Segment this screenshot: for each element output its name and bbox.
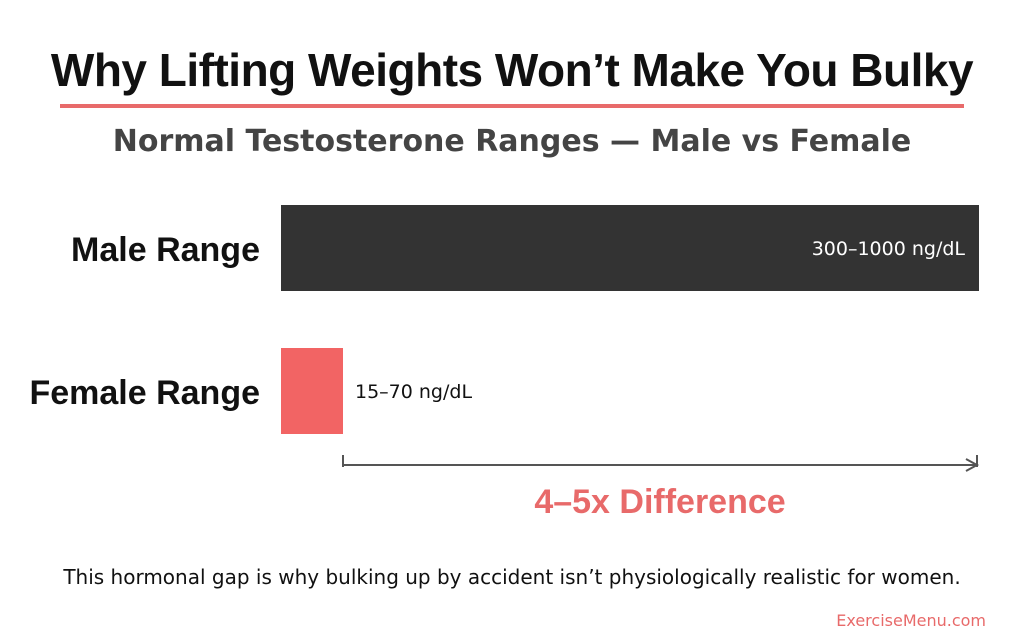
data-label: 15–70 ng/dL — [355, 381, 472, 403]
source-credit: ExerciseMenu.com — [836, 611, 986, 630]
difference-label: 4–5x Difference — [534, 483, 785, 521]
category-label: Male Range — [71, 231, 260, 269]
title-underline — [60, 104, 964, 108]
arrow-head-icon — [965, 458, 980, 472]
footnote-text: This hormonal gap is why bulking up by a… — [63, 565, 961, 589]
difference-annotation: 4–5x Difference — [342, 455, 980, 521]
page-subtitle: Normal Testosterone Ranges — Male vs Fem… — [112, 124, 912, 159]
category-label: Female Range — [29, 374, 260, 412]
page-title: Why Lifting Weights Won’t Make You Bulky — [50, 44, 974, 96]
data-label: 300–1000 ng/dL — [812, 238, 966, 260]
bar-group: Male Range 300–1000 ng/dL Female Range 15–7… — [29, 205, 979, 434]
bar-male-range — [281, 205, 979, 291]
bar-female-range — [281, 348, 343, 434]
